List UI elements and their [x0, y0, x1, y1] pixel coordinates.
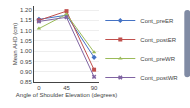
svg-text:Cont_postWR: Cont_postWR [140, 75, 178, 81]
svg-text:1.00: 1.00 [20, 48, 32, 54]
svg-text:Cont_preWR: Cont_preWR [140, 56, 175, 62]
svg-text:1.05: 1.05 [20, 38, 32, 44]
svg-text:0: 0 [37, 85, 41, 91]
svg-text:1.10: 1.10 [20, 28, 32, 34]
svg-text:90: 90 [91, 85, 98, 91]
svg-text:0.85: 0.85 [20, 79, 32, 85]
svg-text:45: 45 [63, 85, 70, 91]
svg-text:Cont_postER: Cont_postER [140, 37, 176, 43]
svg-text:1.15: 1.15 [20, 17, 32, 23]
svg-text:Mean AHD (cm): Mean AHD (cm) [12, 23, 18, 66]
svg-text:0.90: 0.90 [20, 69, 32, 75]
svg-text:1.20: 1.20 [20, 7, 32, 13]
svg-text:Cont_preER: Cont_preER [140, 18, 174, 24]
svg-text:Angle of Shoulder Elevation (d: Angle of Shoulder Elevation (degrees) [16, 92, 117, 98]
svg-text:0.95: 0.95 [20, 59, 32, 65]
